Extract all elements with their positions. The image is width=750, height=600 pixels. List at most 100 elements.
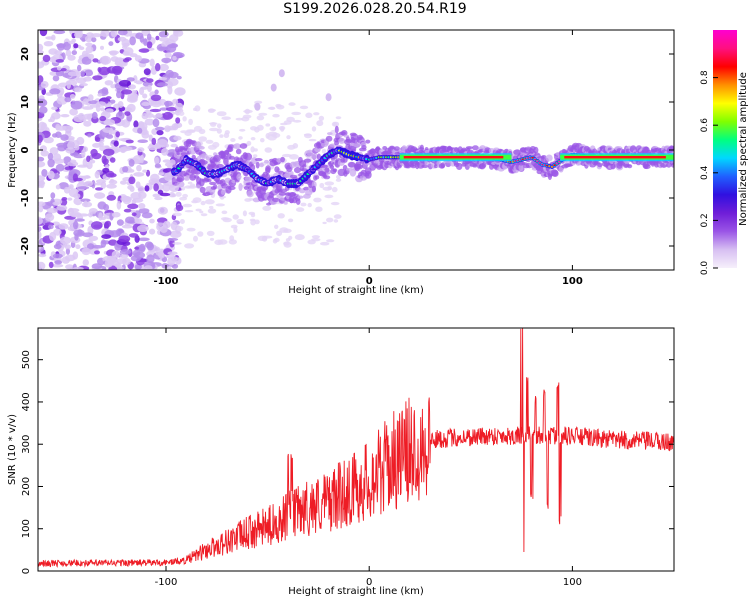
ridge-halo [238,183,243,191]
noise-blob [212,141,220,148]
noise-blob [154,89,159,95]
ridge-halo [393,146,400,151]
noise-blob [53,228,62,236]
noise-blob [154,163,161,168]
noise-blob [88,235,99,242]
noise-blob [142,93,148,99]
noise-blob [38,156,45,162]
noise-blob [111,65,123,74]
noise-blob [66,81,71,89]
noise-blob [51,34,56,41]
noise-blob [95,187,103,191]
noise-blob [82,106,94,110]
noise-blob [111,211,121,218]
noise-blob [86,161,93,170]
noise-blob [61,197,68,201]
noise-blob [134,251,146,259]
noise-blob [91,152,102,160]
ridge-halo [350,133,359,141]
noise-blob [126,77,135,82]
noise-blob [150,94,162,102]
y-tick-label: -10 [20,189,31,207]
noise-blob [114,34,121,44]
noise-blob [111,250,121,259]
noise-blob [55,59,64,63]
noise-blob [179,219,185,224]
noise-blob [51,106,58,111]
noise-blob [265,123,271,127]
noise-blob [38,201,46,207]
ridge-halo [264,159,269,164]
ridge-band-core [564,156,666,159]
noise-blob [173,135,182,141]
noise-blob [110,30,118,38]
noise-blob [123,208,132,213]
noise-blob [128,169,135,173]
noise-blob [313,197,322,203]
noise-blob [73,43,79,49]
ridge-halo [465,146,473,150]
noise-blob [102,127,114,133]
noise-blob [53,243,62,250]
ridge-halo [259,162,264,168]
noise-blob [279,227,289,233]
noise-blob [253,154,258,158]
x-tick-label: 100 [562,276,583,287]
noise-blob [324,181,335,186]
noise-blob [135,80,143,85]
x-axis-label: Height of straight line (km) [288,285,424,296]
noise-blob [152,193,161,198]
noise-blob [104,259,114,268]
noise-blob [141,101,151,107]
noise-blob [116,87,121,94]
noise-blob [52,133,58,138]
noise-blob [152,118,160,128]
noise-blob [186,129,196,133]
noise-blob [155,35,160,41]
snr-line [38,328,674,568]
noise-blob [156,222,165,227]
noise-blob [236,218,244,225]
noise-blob [113,140,119,147]
ridge-halo [316,153,321,161]
noise-blob [184,210,194,213]
noise-blob [250,219,256,226]
noise-blob [172,30,182,33]
ridge-halo [369,148,376,156]
noise-blob [184,243,195,249]
noise-blob [167,86,173,95]
noise-blob [195,208,202,212]
noise-blob [146,41,153,49]
noise-blob [87,225,94,235]
noise-blob [120,180,127,185]
noise-blob [204,199,215,205]
noise-blob [88,53,94,60]
noise-blob [122,257,131,266]
noise-blob [91,179,96,189]
noise-blob [52,201,60,206]
ridge-halo [195,141,202,148]
noise-blob [39,30,48,37]
ridge-halo [472,164,478,168]
noise-blob [166,81,174,89]
noise-blob [128,159,135,167]
noise-blob [118,235,131,243]
colorbar-tick-label: 0.6 [700,118,710,133]
noise-blob [206,230,215,236]
noise-blob [38,243,42,250]
colorbar-tick-label: 0.0 [700,261,710,276]
noise-blob [253,148,258,152]
noise-blob [307,239,316,245]
noise-blob [186,227,196,232]
noise-blob [42,54,51,63]
ridge-halo [310,153,319,159]
noise-blob [110,99,116,104]
ridge-halo [421,164,429,169]
noise-blob [161,263,169,269]
ridge-halo [301,168,308,172]
ridge-halo [334,125,339,134]
noise-blob [51,263,64,268]
noise-blob [283,241,292,248]
noise-blob [100,45,104,50]
noise-blob [336,174,341,180]
